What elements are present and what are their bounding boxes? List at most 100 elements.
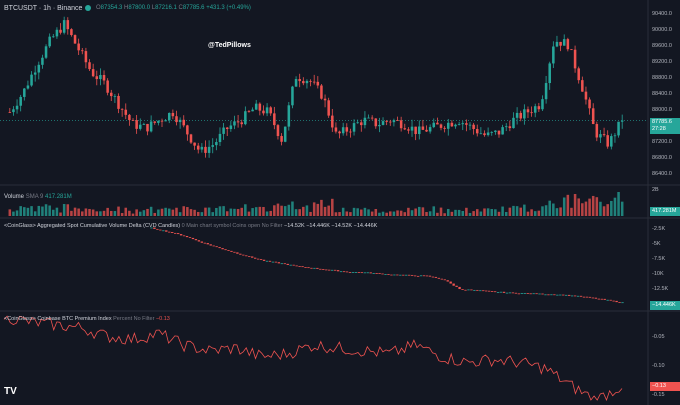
volume-bar [428,211,432,216]
candle-body [88,62,91,70]
cvd-candle [517,293,521,295]
cvd-candle [274,261,278,263]
cvd-candle [467,289,470,291]
cvd-candle [156,228,159,230]
cvd-candle [348,272,352,273]
tradingview-logo[interactable]: TV [4,386,17,397]
cvd-candle [333,269,337,271]
volume-bar [204,207,207,216]
last-price-tag: 87785.6 [650,118,680,127]
candle-body [602,134,606,136]
candle-body [218,133,222,143]
cvd-candle [416,275,420,277]
volume-bar [327,205,330,216]
cvd-candle [289,264,292,266]
cvd-candle [559,294,562,296]
volume-bar [124,207,128,216]
candle-body [320,85,323,99]
volume-bar [48,205,51,216]
volume-bar [276,203,280,216]
cvd-candle [434,276,438,278]
price-tick-label: 87200.0 [652,139,672,145]
volume-bar [396,210,399,216]
symbol-header[interactable]: BTCUSDT · 1h · Binance [4,3,92,14]
candle-body [599,134,602,138]
candle-body [526,109,530,113]
volume-bar [573,194,577,216]
cvd-candle [588,296,592,298]
cvd-candle [476,289,479,291]
premium-tick-label: -0.10 [652,363,665,370]
cvd-candle [437,277,441,279]
cvd-candle [176,233,180,235]
volume-bar [341,207,345,216]
candle-body [258,103,262,111]
candle-body [222,127,225,134]
candle-body [591,108,595,125]
volume-axis-tick: 2B [652,187,659,193]
price-tick-label: 89600.0 [652,43,672,49]
premium-tick-label: -0.15 [652,392,665,399]
candle-body [530,112,533,114]
candle-body [410,126,414,131]
volume-bar [12,211,15,216]
volume-bar [160,208,164,216]
candle-body [331,115,334,128]
volume-bar [189,209,193,216]
cvd-candle [387,273,390,275]
candle-body [254,103,258,110]
volume-legend[interactable]: Volume SMA 9 417.281M [4,192,72,203]
cvd-candle [538,293,541,295]
volume-bar [236,209,240,216]
cvd-candle [381,273,384,275]
cvd-candle [413,275,417,277]
volume-bar [149,206,153,216]
candle-body [396,120,399,121]
volume-bar [33,211,37,216]
cvd-candle [194,239,198,241]
cvd-candle [171,232,174,233]
cvd-candle [230,250,233,252]
volume-bar [566,194,570,216]
volume-bar [385,212,388,216]
candle-body [533,106,537,113]
volume-bar [175,207,178,216]
volume-bar [182,206,186,216]
premium-legend[interactable]: <CoinGlass> Coinbase BTC Premium Index P… [4,314,170,325]
candle-body [244,111,247,125]
volume-bar [457,209,461,216]
cvd-candle [603,298,606,300]
candle-body [302,81,305,84]
candle-body [403,128,407,130]
price-tick-label: 88000.0 [652,107,672,113]
candle-body [345,127,349,132]
cvd-candle [179,234,183,236]
candle-body [446,122,450,129]
candle-body [106,80,109,93]
volume-indicator: SMA 9 [25,194,44,200]
cvd-candle [188,237,192,238]
candle-body [562,39,566,46]
volume-bar [211,212,214,216]
cvd-candle [597,298,601,300]
cvd-candle [268,260,272,262]
volume-bar [620,201,624,216]
cvd-candle [286,263,289,265]
cvd-candle [369,272,372,274]
volume-bar [570,207,573,216]
cvd-candle [233,251,236,253]
cvd-legend[interactable]: <CoinGlass> Aggregated Spot Cumulative V… [4,221,377,232]
cvd-candle [585,296,589,298]
cvd-candle [295,265,298,267]
volume-bar [508,207,512,216]
candle-body [334,127,338,132]
candle-body [41,57,44,65]
cvd-candle [271,261,275,263]
candle-body [59,29,62,33]
candle-body [215,142,218,146]
volume-bar [320,199,323,216]
candle-body [385,121,388,122]
cvd-candle [541,293,544,295]
candle-body [26,85,30,89]
